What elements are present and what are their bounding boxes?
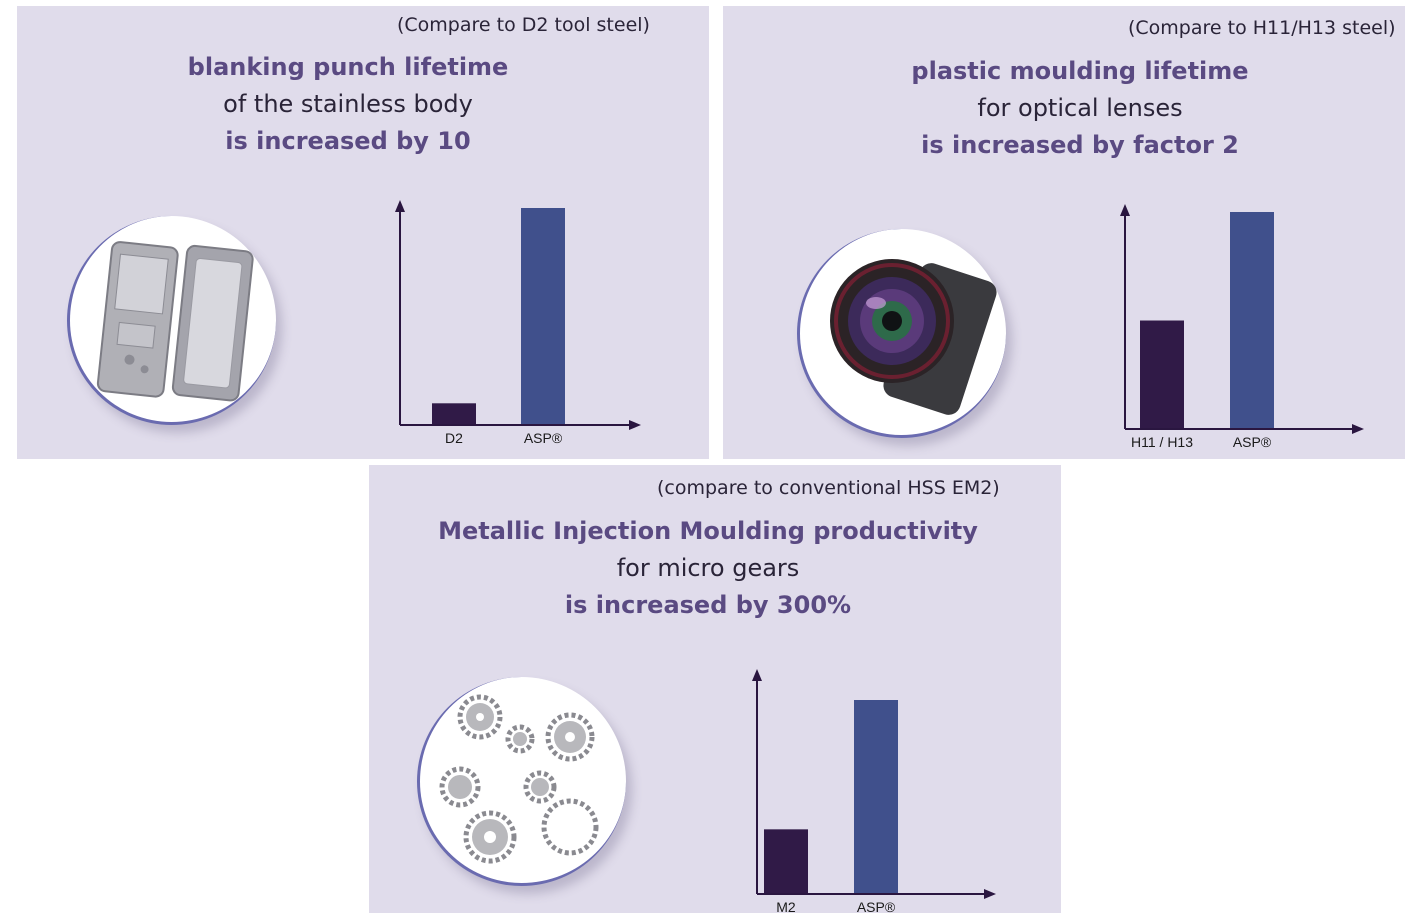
heading-line-3: is increased by 10 [225, 127, 471, 155]
stainless-phone-frame-icon [67, 216, 276, 425]
bar-chart: D2 ASP® [395, 200, 641, 446]
x-tick-label: H11 / H13 [1131, 434, 1193, 450]
bar-chart: M2 ASP® [752, 669, 996, 913]
heading-line-2: for micro gears [616, 554, 800, 582]
compare-note: (Compare to D2 tool steel) [397, 14, 650, 36]
bar-0 [764, 829, 808, 894]
bar-1 [854, 700, 898, 894]
x-axis-arrow [1352, 424, 1364, 434]
compare-note: (compare to conventional HSS EM2) [657, 477, 1000, 499]
panel-blanking-punch: (Compare to D2 tool steel) blanking punc… [17, 6, 709, 459]
micro-gears-icon [417, 677, 626, 886]
panel-heading: blanking punch lifetime of the stainless… [103, 49, 593, 160]
x-tick-label: D2 [445, 430, 463, 446]
y-axis-arrow [395, 200, 405, 212]
compare-note: (Compare to H11/H13 steel) [1128, 17, 1396, 39]
y-axis-arrow [1120, 204, 1130, 216]
panel-mim-productivity: (compare to conventional HSS EM2) Metall… [369, 465, 1061, 913]
bar-1 [521, 208, 565, 425]
x-axis-arrow [984, 889, 996, 899]
bar-1 [1230, 212, 1274, 429]
bar-0 [1140, 320, 1184, 429]
x-tick-label: M2 [776, 899, 796, 913]
heading-line-2: for optical lenses [977, 94, 1183, 122]
heading-line-3: is increased by 300% [564, 591, 852, 619]
panel-heading: plastic moulding lifetime for optical le… [830, 53, 1330, 164]
x-tick-label: ASP® [1233, 434, 1272, 450]
panel-heading: Metallic Injection Moulding productivity… [403, 513, 1013, 624]
bar-0 [432, 403, 476, 425]
heading-line-1: Metallic Injection Moulding productivity [438, 517, 978, 545]
x-axis-arrow [629, 420, 641, 430]
x-tick-label: ASP® [524, 430, 563, 446]
panel-plastic-moulding: (Compare to H11/H13 steel) plastic mould… [723, 6, 1405, 459]
y-axis-arrow [752, 669, 762, 681]
camera-lens-icon [797, 229, 1006, 438]
heading-line-1: plastic moulding lifetime [911, 57, 1249, 85]
heading-line-3: is increased by factor 2 [921, 131, 1239, 159]
heading-line-2: of the stainless body [223, 90, 473, 118]
bar-chart: H11 / H13 ASP® [1120, 204, 1364, 450]
x-tick-label: ASP® [857, 899, 896, 913]
heading-line-1: blanking punch lifetime [187, 53, 509, 81]
